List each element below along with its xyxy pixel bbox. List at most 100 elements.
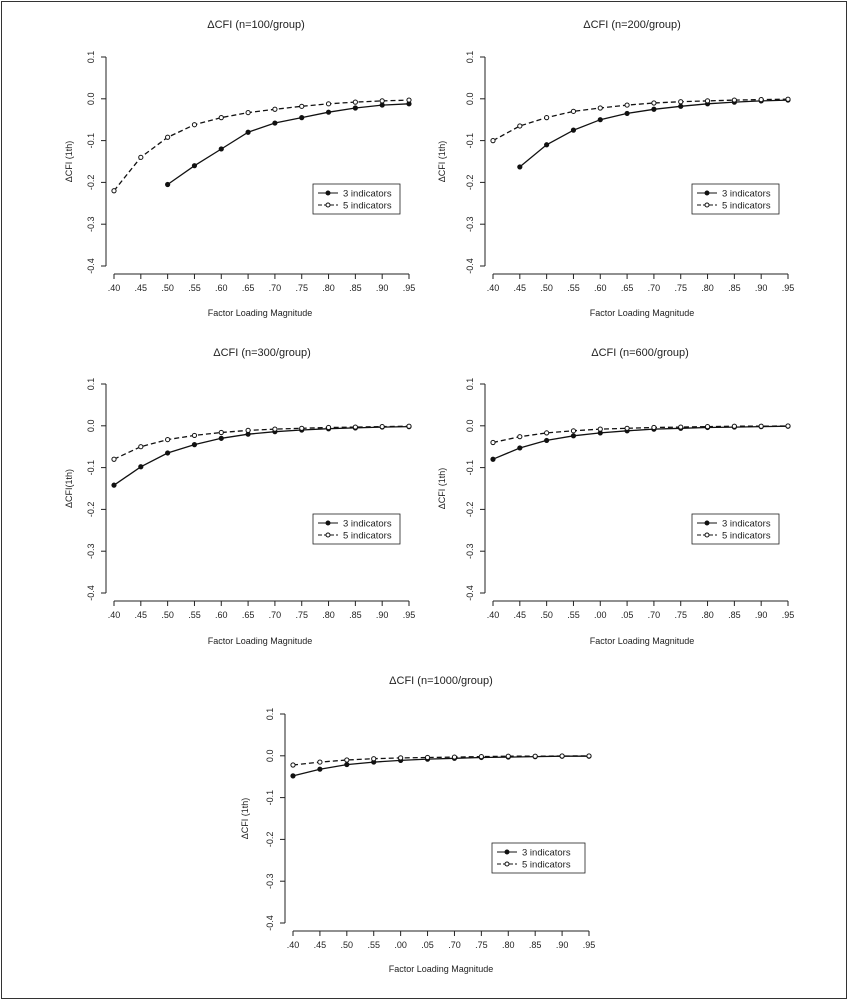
data-point-5-indicators	[299, 425, 305, 431]
legend-marker	[504, 861, 510, 867]
data-point-5-indicators	[544, 115, 550, 121]
data-point-5-indicators	[678, 424, 684, 430]
legend-box	[312, 513, 401, 545]
x-tick-label: .65	[242, 610, 255, 620]
data-point-5-indicators	[651, 100, 657, 106]
data-point-5-indicators	[272, 426, 278, 432]
x-tick-label: .70	[648, 610, 661, 620]
data-point-5-indicators	[758, 423, 764, 429]
x-tick-label: .60	[594, 283, 607, 293]
x-axis-label: Factor Loading Magnitude	[208, 308, 313, 318]
x-tick-label: .60	[215, 610, 228, 620]
data-point-3-indicators	[651, 106, 657, 112]
data-point-3-indicators	[245, 129, 251, 135]
data-point-5-indicators	[352, 424, 358, 430]
data-point-5-indicators	[651, 424, 657, 431]
x-tick-label: .60	[215, 283, 228, 293]
y-tick-label: 0.1	[86, 51, 96, 64]
data-point-5-indicators	[371, 756, 377, 762]
data-point-3-indicators	[490, 456, 496, 462]
data-point-5-indicators	[325, 101, 332, 107]
data-point-3-indicators	[191, 442, 198, 448]
data-point-5-indicators	[191, 432, 198, 439]
data-point-5-indicators	[299, 103, 305, 109]
data-point-3-indicators	[272, 120, 278, 126]
x-tick-label: .45	[314, 940, 327, 950]
legend-label: 5 indicators	[343, 531, 392, 542]
y-axis-label: ΔCFI(1th)	[64, 469, 74, 508]
x-tick-label: .70	[648, 283, 661, 293]
x-tick-label: .40	[287, 940, 300, 950]
data-point-5-indicators	[544, 430, 550, 436]
x-tick-label: .75	[475, 940, 488, 950]
x-tick-label: .75	[674, 283, 687, 293]
x-tick-label: .80	[701, 610, 714, 620]
legend-marker	[325, 520, 331, 526]
x-tick-label: .85	[349, 610, 362, 620]
data-point-5-indicators	[406, 97, 412, 103]
legend-marker	[325, 532, 331, 538]
data-point-5-indicators	[406, 423, 412, 429]
data-point-5-indicators	[532, 753, 538, 759]
data-point-5-indicators	[517, 434, 523, 440]
data-point-5-indicators	[586, 753, 592, 759]
x-tick-label: .80	[502, 940, 515, 950]
y-axis-label: ΔCFI (1th)	[437, 141, 447, 183]
data-point-5-indicators	[731, 97, 737, 103]
y-tick-label: -0.4	[86, 258, 96, 274]
chart-panel-1: ΔCFI (n=100/group) .40 .45 .50 .55 .60 .65 .70.…	[64, 19, 415, 318]
y-tick-label: 0.0	[465, 420, 475, 433]
data-point-5-indicators	[165, 134, 171, 140]
data-point-5-indicators	[290, 762, 296, 768]
x-tick-label: .45	[514, 610, 527, 620]
x-tick-label: .05	[621, 610, 634, 620]
data-point-5-indicators	[451, 754, 458, 760]
x-tick-label: .70	[269, 610, 282, 620]
legend-marker	[704, 190, 710, 196]
x-tick-label: .90	[556, 940, 569, 950]
y-tick-label: 0.1	[265, 708, 275, 721]
y-tick-label: -0.2	[86, 175, 96, 191]
data-point-5-indicators	[424, 754, 431, 761]
y-axis-label: ΔCFI (1th)	[240, 798, 250, 840]
data-point-3-indicators	[218, 435, 224, 441]
x-tick-label: .95	[782, 610, 795, 620]
legend-box	[312, 183, 401, 215]
chart-title: ΔCFI (n=300/group)	[213, 347, 311, 359]
chart-title: ΔCFI (n=600/group)	[591, 347, 689, 359]
y-tick-label: -0.2	[265, 832, 275, 848]
legend-box	[491, 842, 586, 874]
x-tick-label: .85	[728, 283, 741, 293]
data-point-5-indicators	[678, 99, 684, 105]
y-tick-label: -0.2	[465, 502, 475, 518]
legend-marker	[704, 532, 710, 538]
data-point-5-indicators	[165, 436, 171, 443]
data-point-5-indicators	[704, 424, 711, 430]
data-point-5-indicators	[398, 755, 404, 761]
y-tick-label: 0.1	[465, 378, 475, 391]
y-tick-label: -0.4	[465, 585, 475, 601]
x-tick-label: .95	[782, 283, 795, 293]
data-point-3-indicators	[624, 110, 630, 117]
x-tick-label: .90	[376, 283, 389, 293]
y-tick-label: -0.4	[86, 585, 96, 601]
y-tick-label: -0.3	[86, 216, 96, 232]
x-tick-label: .40	[487, 610, 500, 620]
data-point-5-indicators	[490, 439, 496, 446]
data-point-5-indicators	[111, 456, 117, 462]
series-line-5-indicators	[113, 99, 410, 192]
x-tick-label: .00	[394, 940, 407, 950]
x-tick-label: .00	[594, 610, 607, 620]
data-point-3-indicators	[344, 761, 350, 768]
y-tick-label: -0.1	[465, 133, 475, 149]
legend-label: 3 indicators	[343, 189, 392, 200]
y-axis-label: ΔCFI (1th)	[64, 141, 74, 183]
y-tick-label: -0.1	[265, 790, 275, 806]
chart-panel-2: ΔCFI (n=200/group) .40 .45 .50 .55 .60 .65 .70.…	[437, 19, 794, 318]
x-tick-label: .50	[161, 610, 174, 620]
x-tick-label: .70	[448, 940, 461, 950]
